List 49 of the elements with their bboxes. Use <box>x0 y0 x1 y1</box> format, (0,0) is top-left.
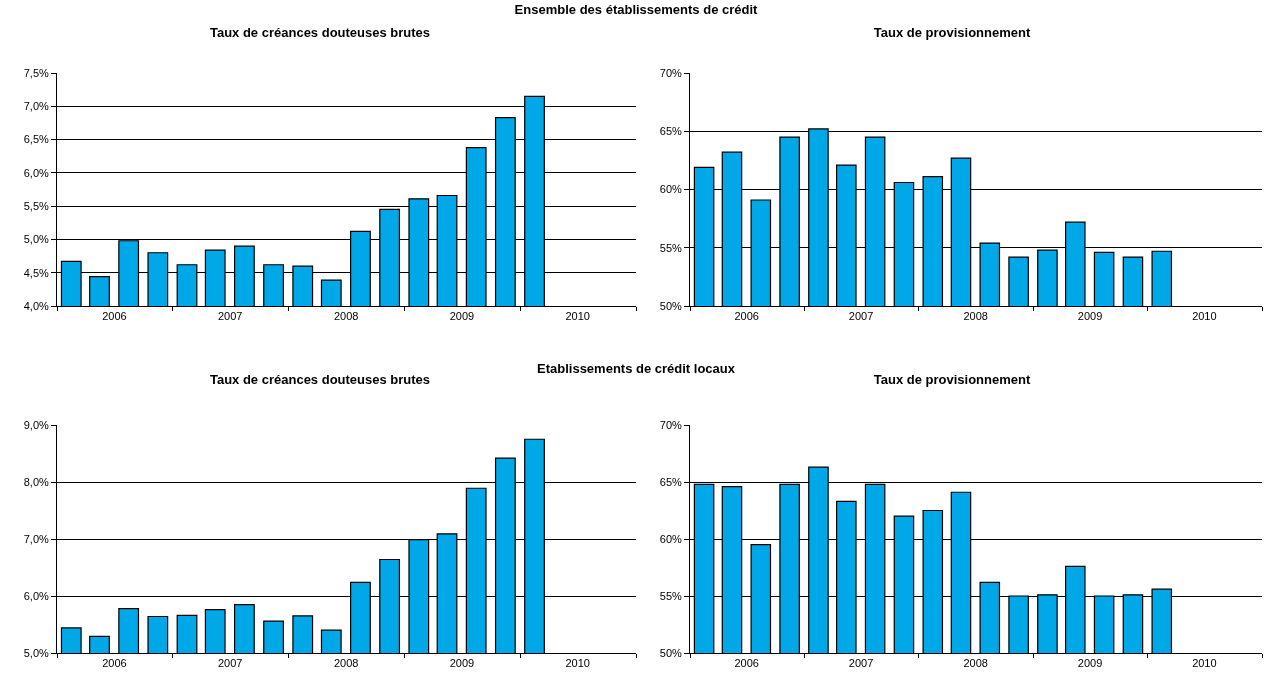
y-tick-label: 4,5% <box>23 266 50 279</box>
x-tick-label: 2007 <box>848 310 874 323</box>
y-tick-label: 55% <box>659 589 682 602</box>
x-tick-label: 2007 <box>848 657 874 670</box>
x-tick-label: 2006 <box>102 657 127 670</box>
y-tick-label: 60% <box>659 532 682 545</box>
chart-title: Taux de provisionnement <box>873 371 1031 387</box>
x-tick-label: 2008 <box>333 657 359 670</box>
text: Ensemble des établissements de crédit <box>513 2 759 17</box>
x-tick-label: 2008 <box>963 657 988 670</box>
x-tick-label: 2009 <box>449 310 475 323</box>
y-tick-label: 50% <box>659 299 682 312</box>
y-tick-label: 65% <box>659 125 682 138</box>
chart-title: Taux de créances douteuses brutes <box>209 371 431 387</box>
text: Etablissements de crédit locaux <box>537 361 735 376</box>
y-tick-label: 5,0% <box>23 646 50 659</box>
y-tick-label: 65% <box>659 475 682 488</box>
y-tick-label: 55% <box>659 241 682 254</box>
y-tick-label: 70% <box>659 418 682 431</box>
x-tick-label: 2010 <box>1192 310 1217 323</box>
y-tick-label: 7,5% <box>23 66 50 79</box>
y-tick-label: 6,0% <box>23 589 50 602</box>
y-tick-label: 6,0% <box>23 166 50 179</box>
chart-title: Taux de créances douteuses brutes <box>209 24 431 40</box>
x-tick-label: 2009 <box>1077 310 1103 323</box>
x-tick-label: 2007 <box>217 310 243 323</box>
x-tick-label: 2010 <box>565 657 590 670</box>
y-tick-label: 5,0% <box>23 233 50 246</box>
y-tick-label: 60% <box>659 183 682 196</box>
y-tick-label: 7,0% <box>23 532 50 545</box>
x-tick-label: 2006 <box>734 310 759 323</box>
x-tick-label: 2008 <box>333 310 359 323</box>
y-tick-label: 5,5% <box>23 199 50 212</box>
x-tick-label: 2009 <box>449 657 475 670</box>
y-tick-label: 8,0% <box>23 475 50 488</box>
y-tick-label: 70% <box>659 66 682 79</box>
x-tick-label: 2009 <box>1077 657 1103 670</box>
y-tick-label: 4,0% <box>23 299 50 312</box>
y-tick-label: 50% <box>659 646 682 659</box>
x-tick-label: 2007 <box>217 657 243 670</box>
y-tick-label: 7,0% <box>23 100 50 113</box>
y-tick-label: 6,5% <box>23 133 50 146</box>
x-tick-label: 2006 <box>102 310 127 323</box>
chart-title: Taux de provisionnement <box>873 24 1031 40</box>
y-tick-label: 9,0% <box>23 418 50 431</box>
x-tick-label: 2006 <box>734 657 759 670</box>
x-tick-label: 2010 <box>565 310 590 323</box>
x-tick-label: 2008 <box>963 310 988 323</box>
x-tick-label: 2010 <box>1192 657 1217 670</box>
